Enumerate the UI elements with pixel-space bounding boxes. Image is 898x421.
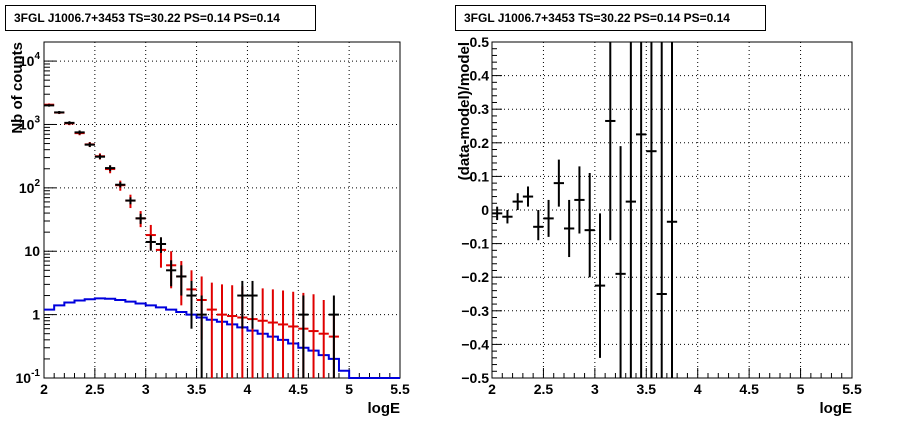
y-tick-label: 103 (19, 114, 41, 132)
x-tick-label: 2.5 (534, 381, 554, 397)
x-tick-label: 4.5 (289, 381, 309, 397)
residual-point (584, 173, 595, 278)
x-tick-label: 3 (142, 381, 150, 397)
y-tick-label: 0.4 (470, 68, 490, 84)
residual-point (574, 166, 585, 234)
x-tick-label: 4.5 (739, 381, 759, 397)
residual-point (656, 42, 667, 378)
model-point (267, 289, 278, 378)
model-point (277, 290, 289, 378)
residual-point (594, 213, 606, 358)
y-tick-label: 104 (19, 51, 41, 69)
y-tick-label: 0.1 (470, 168, 490, 184)
x-tick-label: 5.5 (842, 381, 862, 397)
grid-lines (44, 42, 400, 378)
residual-point (625, 42, 636, 378)
residual-chart-panel: 2 2.5 3 3.5 4 4.5 5 5.5 −0.5 −0.4 −0.3 −0.2 −0.1 0 0.1… (449, 0, 898, 421)
data-point (125, 197, 136, 205)
y-tick-label: −0.3 (461, 303, 489, 319)
chart-title: 3FGL J1006.7+3453 TS=30.22 PS=0.14 PS=0.… (455, 5, 766, 31)
chart-title: 3FGL J1006.7+3453 TS=30.22 PS=0.14 PS=0.… (5, 5, 316, 31)
y-tick-label: 1 (32, 307, 40, 323)
data-point (145, 235, 156, 251)
residual-point (615, 146, 626, 378)
data-point (74, 130, 85, 135)
residual-point (533, 210, 544, 241)
model-point (216, 284, 228, 378)
y-tick-label: 0.2 (470, 135, 490, 151)
data-point (54, 111, 65, 114)
residual-point (543, 199, 554, 237)
data-point (64, 121, 75, 125)
model-point (288, 291, 299, 378)
x-tick-label: 3 (591, 381, 599, 397)
model-point (308, 294, 319, 378)
data-point (115, 182, 126, 188)
x-tick-label: 3.5 (187, 381, 207, 397)
y-tick-label: −0.1 (461, 236, 489, 252)
y-tick-label: 0 (481, 202, 489, 218)
model-point (227, 285, 238, 378)
residual-point (646, 42, 657, 378)
data-point (105, 165, 116, 172)
y-tick-label: 10 (24, 243, 40, 259)
x-tick-label: 5.5 (390, 381, 410, 397)
x-axis-label: logE (820, 400, 853, 417)
residual-point (492, 206, 503, 221)
data-point (176, 265, 187, 296)
data-point (196, 295, 207, 378)
data-point (186, 280, 197, 329)
data-point (237, 280, 248, 329)
x-tick-label: 5 (797, 381, 805, 397)
counts-chart-panel: 2 2.5 3 3.5 4 4.5 5 5.5 10-1 1 10 102 103 104 logE Nb o… (5, 5, 410, 417)
model-point (206, 282, 217, 378)
data-point (135, 213, 146, 224)
data-point (44, 104, 55, 107)
data-point (298, 295, 309, 378)
residual-point (666, 42, 678, 378)
x-tick-label: 3.5 (637, 381, 657, 397)
x-axis-label: logE (368, 400, 401, 417)
data-point (155, 237, 167, 253)
residual-chart: 2 2.5 3 3.5 4 4.5 5 5.5 −0.5 −0.4 −0.3 −0.2 −0.1 0 0.1… (456, 34, 862, 417)
y-tick-label: −0.5 (461, 370, 489, 386)
data-point (94, 154, 106, 160)
x-tick-label: 2 (488, 381, 496, 397)
residual-point (553, 159, 564, 207)
y-tick-label: 0.3 (470, 101, 490, 117)
x-tick-label: 4 (694, 381, 702, 397)
counts-chart: 2 2.5 3 3.5 4 4.5 5 5.5 10-1 1 10 102 103 104 logE Nb o… (9, 41, 410, 417)
model-point (257, 288, 268, 378)
residual-point (522, 186, 534, 207)
y-tick-label: −0.2 (461, 269, 489, 285)
y-axis-label: (data-model)/model (456, 42, 473, 180)
y-tick-label: 0.5 (470, 34, 490, 50)
x-tick-label: 2 (40, 381, 48, 397)
residual-point (502, 210, 513, 224)
y-tick-label: −0.4 (461, 336, 489, 352)
data-point (166, 260, 177, 287)
residual-point (564, 199, 575, 258)
x-tick-label: 5 (345, 381, 353, 397)
y-axis-label: Nb of counts (9, 42, 26, 134)
y-tick-label: 102 (19, 178, 41, 196)
x-tick-label: 2.5 (85, 381, 105, 397)
residual-point (512, 193, 523, 210)
y-tick-label: 10-1 (16, 368, 41, 386)
data-point (247, 280, 258, 329)
residual-point (636, 42, 647, 378)
residual-point (605, 42, 616, 241)
data-point (328, 295, 339, 378)
x-tick-label: 4 (244, 381, 252, 397)
model-point (318, 300, 329, 378)
data-point (84, 142, 95, 148)
